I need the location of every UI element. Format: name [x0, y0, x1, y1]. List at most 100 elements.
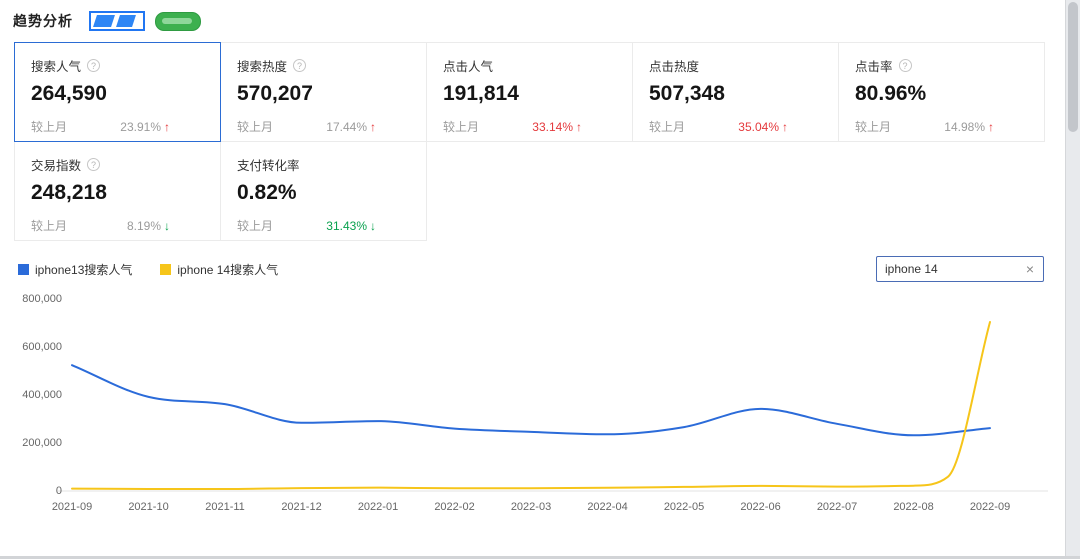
y-tick-label: 200,000	[22, 437, 62, 449]
metric-compare-row: 较上月 23.91% ↑	[31, 118, 204, 135]
metric-card-header: 支付转化率	[237, 155, 410, 174]
compare-percent: 35.04%	[738, 119, 779, 134]
search-input[interactable]	[877, 262, 1017, 276]
y-tick-label: 0	[56, 485, 62, 497]
compare-value: 35.04% ↑	[738, 120, 788, 134]
trend-up-icon: ↑	[370, 119, 376, 134]
compare-value: 17.44% ↑	[326, 120, 376, 134]
legend-label: iphone13搜索人气	[35, 262, 133, 277]
page-header: 趋势分析	[13, 0, 201, 42]
x-tick-label: 2021-12	[281, 501, 321, 513]
legend-item-iphone13[interactable]: iphone13搜索人气	[18, 261, 132, 278]
trend-up-icon: ↑	[164, 119, 170, 134]
x-tick-label: 2022-08	[893, 501, 933, 513]
brand-badge-blue	[89, 11, 145, 31]
info-icon[interactable]: ?	[293, 59, 307, 72]
compare-percent: 17.44%	[326, 119, 367, 134]
metric-compare-row: 较上月 14.98% ↑	[855, 118, 1028, 135]
metric-cards: 搜索人气 ? 264,590 较上月 23.91% ↑ 搜索热度 ? 570,20…	[14, 42, 1054, 241]
y-tick-label: 400,000	[22, 389, 62, 401]
info-icon[interactable]: ?	[898, 59, 912, 72]
metric-card-header: 搜索热度 ?	[237, 56, 410, 75]
brand-badge-green	[155, 11, 201, 31]
series-line	[71, 364, 991, 437]
compare-label: 较上月	[855, 120, 892, 134]
x-tick-label: 2022-03	[511, 501, 551, 513]
x-tick-label: 2022-06	[740, 501, 780, 513]
metric-value: 0.82%	[237, 181, 297, 204]
compare-percent: 14.98%	[944, 119, 985, 134]
metric-card-header: 点击率 ?	[855, 56, 1028, 75]
x-tick-label: 2021-11	[205, 501, 245, 513]
x-tick-label: 2022-02	[434, 501, 474, 513]
metric-value: 80.96%	[855, 82, 927, 105]
metric-label: 点击热度	[649, 60, 700, 74]
compare-value: 31.43% ↓	[326, 219, 376, 233]
x-tick-label: 2022-07	[817, 501, 857, 513]
compare-label: 较上月	[443, 120, 480, 134]
compare-value: 14.98% ↑	[944, 120, 994, 134]
metric-value: 191,814	[443, 82, 519, 105]
compare-percent: 23.91%	[120, 119, 161, 134]
compare-label: 较上月	[237, 120, 274, 134]
metric-label: 搜索热度	[237, 60, 288, 74]
metric-card-header: 交易指数 ?	[31, 155, 204, 174]
window-bottom-edge	[0, 556, 1080, 559]
metric-label: 搜索人气	[31, 60, 82, 74]
metric-label: 点击人气	[443, 60, 494, 74]
metric-value: 570,207	[237, 82, 313, 105]
metric-card-click-heat[interactable]: 点击热度 507,348 较上月 35.04% ↑	[632, 42, 839, 142]
series-line	[71, 321, 991, 490]
metric-value: 507,348	[649, 82, 725, 105]
y-tick-label: 800,000	[22, 293, 62, 305]
compare-percent: 33.14%	[532, 119, 573, 134]
compare-label: 较上月	[649, 120, 686, 134]
trend-up-icon: ↑	[576, 119, 582, 134]
metric-card-header: 点击热度	[649, 56, 822, 75]
x-tick-label: 2022-09	[970, 501, 1010, 513]
y-tick-label: 600,000	[22, 341, 62, 353]
trend-down-icon: ↓	[370, 218, 376, 233]
compare-percent: 31.43%	[326, 218, 367, 233]
metric-label: 交易指数	[31, 159, 82, 173]
trend-down-icon: ↓	[164, 218, 170, 233]
x-tick-label: 2021-10	[128, 501, 168, 513]
page-title: 趋势分析	[13, 13, 73, 29]
compare-value: 23.91% ↑	[120, 120, 170, 134]
x-tick-label: 2022-04	[587, 501, 627, 513]
metric-card-transaction-index[interactable]: 交易指数 ? 248,218 较上月 8.19% ↓	[14, 141, 221, 241]
compare-value: 8.19% ↓	[127, 219, 170, 233]
compare-value: 33.14% ↑	[532, 120, 582, 134]
metric-compare-row: 较上月 33.14% ↑	[443, 118, 616, 135]
info-icon[interactable]: ?	[87, 158, 101, 171]
legend-label: iphone 14搜索人气	[177, 262, 279, 277]
metric-label: 点击率	[855, 60, 893, 74]
metric-card-search-popularity[interactable]: 搜索人气 ? 264,590 较上月 23.91% ↑	[14, 42, 221, 142]
scrollbar[interactable]	[1065, 0, 1080, 559]
metric-compare-row: 较上月 8.19% ↓	[31, 217, 204, 234]
search-box[interactable]: ×	[876, 256, 1044, 282]
trend-up-icon: ↑	[782, 119, 788, 134]
info-icon[interactable]: ?	[87, 59, 101, 72]
chart-legend: iphone13搜索人气 iphone 14搜索人气	[18, 261, 306, 278]
legend-item-iphone14[interactable]: iphone 14搜索人气	[160, 261, 278, 278]
scrollbar-thumb[interactable]	[1068, 2, 1078, 132]
metric-compare-row: 较上月 35.04% ↑	[649, 118, 822, 135]
metric-compare-row: 较上月 17.44% ↑	[237, 118, 410, 135]
x-tick-label: 2022-01	[358, 501, 398, 513]
legend-swatch-blue	[18, 263, 29, 275]
compare-label: 较上月	[237, 219, 274, 233]
trend-line-chart: 0 200,000 400,000 600,000 800,000 2021-09 2021…	[22, 293, 1048, 513]
metric-card-payment-conversion[interactable]: 支付转化率 0.82% 较上月 31.43% ↓	[220, 141, 427, 241]
metric-value: 248,218	[31, 181, 107, 204]
trend-up-icon: ↑	[988, 119, 994, 134]
metric-card-header: 点击人气	[443, 56, 616, 75]
metric-card-click-rate[interactable]: 点击率 ? 80.96% 较上月 14.98% ↑	[838, 42, 1045, 142]
metric-card-search-heat[interactable]: 搜索热度 ? 570,207 较上月 17.44% ↑	[220, 42, 427, 142]
x-tick-label: 2021-09	[52, 501, 92, 513]
metric-card-header: 搜索人气 ?	[31, 56, 204, 75]
clear-search-icon[interactable]: ×	[1025, 261, 1034, 277]
metric-value: 264,590	[31, 82, 107, 105]
compare-percent: 8.19%	[126, 218, 161, 233]
metric-card-click-popularity[interactable]: 点击人气 191,814 较上月 33.14% ↑	[426, 42, 633, 142]
